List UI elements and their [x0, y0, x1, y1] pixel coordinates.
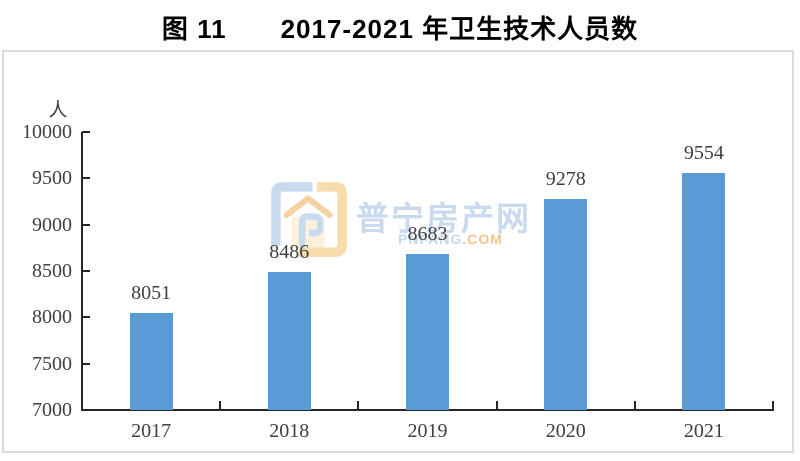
y-axis-tick-label: 7000 — [32, 399, 72, 421]
bar-value-label: 8683 — [407, 223, 448, 246]
x-axis-category-label: 2020 — [545, 420, 586, 442]
x-axis-line — [81, 409, 774, 411]
y-axis-tick — [82, 362, 90, 365]
bar-2017 — [129, 312, 173, 410]
bar-value-label: 9554 — [683, 142, 724, 165]
x-axis-tick — [219, 401, 222, 409]
y-axis-tick — [82, 223, 90, 226]
y-axis-tick-label: 8000 — [32, 306, 72, 329]
figure-label: 图 11 — [161, 13, 227, 44]
x-axis-tick — [633, 401, 636, 409]
x-axis-tick — [81, 401, 83, 409]
bar-2019 — [406, 254, 449, 410]
y-axis-tick — [82, 270, 90, 272]
bar-value-label: 8051 — [131, 281, 172, 304]
chart-title-text: 2017-2021 年卫生技术人员数 — [280, 13, 639, 44]
x-axis-category-label: 2018 — [269, 420, 310, 442]
bar-value-label: 9278 — [545, 167, 586, 190]
x-axis-tick — [772, 401, 774, 409]
bar-2021 — [682, 173, 726, 410]
x-axis-tick — [495, 401, 498, 409]
y-axis-tick-label: 10000 — [22, 121, 72, 143]
y-axis-tick-label: 8500 — [32, 260, 72, 282]
x-axis-category-label: 2019 — [407, 420, 448, 442]
y-axis-tick — [82, 177, 90, 180]
bar-2018 — [267, 272, 311, 410]
y-axis-tick — [82, 316, 90, 319]
y-axis-tick-label: 7500 — [32, 352, 72, 375]
bar-value-label: 8486 — [269, 241, 310, 264]
y-axis-unit-label: 人 — [48, 100, 68, 121]
x-axis-category-label: 2017 — [131, 420, 172, 442]
x-axis-tick — [357, 401, 360, 409]
y-axis-line — [81, 132, 83, 411]
bar-2020 — [544, 198, 588, 410]
y-axis-tick-label: 9500 — [32, 167, 72, 190]
x-axis-category-label: 2021 — [683, 420, 724, 442]
y-axis-tick-label: 9000 — [32, 213, 72, 236]
y-axis-tick — [82, 131, 90, 133]
chart-title: 图 11 2017-2021 年卫生技术人员数 — [0, 9, 800, 45]
